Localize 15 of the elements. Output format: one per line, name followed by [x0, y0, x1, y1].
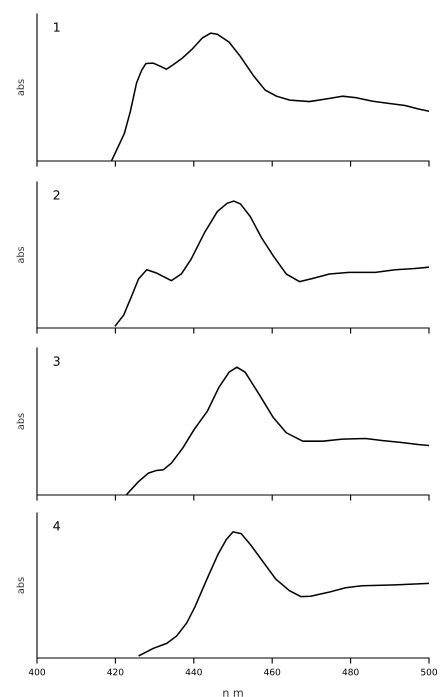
x-tick-label: 480 — [342, 668, 359, 676]
x-tick-label: 400 — [28, 668, 46, 676]
text: 4 — [53, 521, 60, 530]
text: 3 — [54, 356, 60, 366]
x-axis-title: n m — [223, 690, 243, 697]
y-axis-title: abs — [16, 413, 24, 430]
y-axis-title: abs — [16, 79, 24, 96]
x-tick-label: 500 — [421, 668, 438, 676]
y-axis-title: abs — [16, 246, 24, 264]
x-tick-label: 420 — [107, 668, 124, 676]
x-tick-label: 460 — [264, 668, 280, 676]
x-tick-label: 440 — [186, 668, 202, 676]
text: 2 — [54, 190, 60, 200]
text: 1 — [54, 22, 60, 32]
y-axis-title: abs — [16, 577, 24, 594]
